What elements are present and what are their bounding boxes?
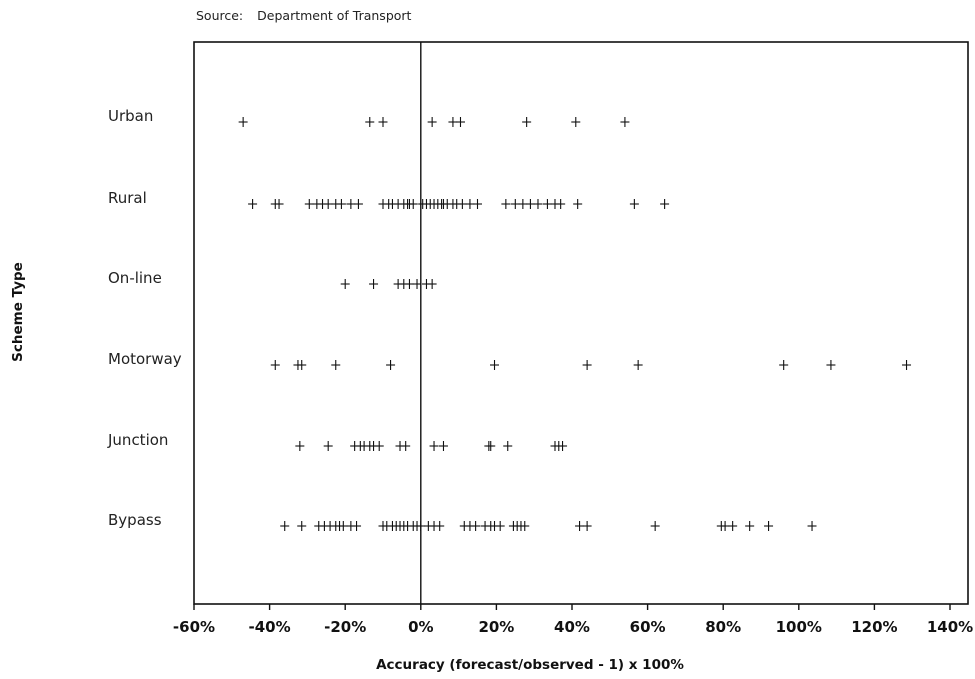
x-tick-label: 0% — [408, 618, 433, 636]
x-tick-label: 60% — [630, 618, 666, 636]
data-point-plus — [720, 521, 730, 531]
data-point-plus — [408, 199, 418, 209]
data-point-plus — [457, 199, 467, 209]
x-tick-label: 100% — [776, 618, 822, 636]
category-label: Urban — [108, 107, 153, 125]
data-point-plus — [427, 279, 437, 289]
data-point-plus — [779, 360, 789, 370]
category-label: Junction — [107, 431, 168, 449]
data-points — [238, 117, 912, 531]
source-text: Department of Transport — [257, 8, 412, 23]
data-point-plus — [520, 521, 530, 531]
data-point-plus — [369, 279, 379, 289]
data-point-plus — [575, 521, 585, 531]
data-point-plus — [826, 360, 836, 370]
source-label: Source: — [196, 8, 244, 23]
data-point-plus — [352, 521, 362, 531]
x-axis-ticks: -60% -40% -20% 0% 20% 40% 60% 80% 100% 120% 140% — [173, 604, 973, 636]
data-point-plus — [378, 117, 388, 127]
data-point-plus — [522, 117, 532, 127]
data-point-plus — [295, 441, 305, 451]
data-point-plus — [473, 199, 482, 209]
data-point-plus — [542, 199, 552, 209]
data-point-plus — [331, 360, 341, 370]
data-point-plus — [556, 199, 566, 209]
data-point-plus — [270, 360, 280, 370]
x-tick-label: 140% — [927, 618, 973, 636]
x-tick-label: -20% — [324, 618, 366, 636]
y-axis-title: Scheme Type — [10, 262, 26, 362]
data-point-plus — [745, 521, 755, 531]
data-point-plus — [582, 521, 592, 531]
data-point-plus — [248, 199, 258, 209]
x-axis-title: Accuracy (forecast/observed - 1) x 100% — [376, 657, 684, 673]
x-tick-label: 80% — [705, 618, 741, 636]
data-point-plus — [728, 521, 738, 531]
data-point-plus — [401, 441, 411, 451]
data-point-plus — [338, 521, 348, 531]
data-point-plus — [525, 199, 535, 209]
data-point-plus — [650, 521, 660, 531]
y-axis-category-labels: Urban Rural On-line Motorway Junction Bypass — [107, 107, 182, 529]
data-point-plus — [495, 521, 505, 531]
x-tick-label: 20% — [478, 618, 514, 636]
category-label: On-line — [108, 269, 162, 287]
data-point-plus — [629, 199, 639, 209]
data-point-plus — [518, 199, 528, 209]
category-label: Rural — [108, 189, 147, 207]
x-tick-label: 120% — [851, 618, 897, 636]
data-point-plus — [386, 360, 396, 370]
data-point-plus — [558, 441, 568, 451]
data-point-plus — [764, 521, 774, 531]
data-point-plus — [340, 279, 350, 289]
data-point-plus — [297, 521, 307, 531]
data-point-plus — [582, 360, 592, 370]
data-point-plus — [807, 521, 817, 531]
data-point-plus — [620, 117, 630, 127]
data-point-plus — [238, 117, 248, 127]
data-point-plus — [660, 199, 670, 209]
data-point-plus — [427, 117, 437, 127]
data-point-plus — [490, 360, 500, 370]
data-point-plus — [471, 521, 481, 531]
data-point-plus — [323, 199, 333, 209]
data-point-plus — [280, 521, 290, 531]
data-point-plus — [274, 199, 284, 209]
data-point-plus — [323, 441, 333, 451]
data-point-plus — [416, 521, 426, 531]
data-point-plus — [573, 199, 583, 209]
data-point-plus — [533, 199, 543, 209]
data-point-plus — [353, 199, 363, 209]
x-tick-label: 40% — [554, 618, 590, 636]
data-point-plus — [455, 117, 465, 127]
data-point-plus — [346, 199, 356, 209]
source-note: Source: Department of Transport — [196, 8, 411, 23]
data-point-plus — [412, 279, 422, 289]
data-point-plus — [486, 441, 496, 451]
data-point-plus — [633, 360, 643, 370]
data-point-plus — [902, 360, 912, 370]
data-point-plus — [365, 117, 375, 127]
x-tick-label: -60% — [173, 618, 215, 636]
data-point-plus — [510, 199, 520, 209]
category-label: Bypass — [108, 511, 162, 529]
data-point-plus — [336, 199, 346, 209]
data-point-plus — [374, 441, 384, 451]
data-point-plus — [297, 360, 307, 370]
plot-frame — [193, 41, 969, 605]
data-point-plus — [429, 441, 439, 451]
data-point-plus — [448, 117, 458, 127]
data-point-plus — [503, 441, 513, 451]
category-label: Motorway — [108, 350, 182, 368]
data-point-plus — [304, 199, 314, 209]
data-point-plus — [435, 521, 445, 531]
data-point-plus — [571, 117, 581, 127]
x-tick-label: -40% — [249, 618, 291, 636]
data-point-plus — [438, 441, 448, 451]
data-point-plus — [501, 199, 511, 209]
data-point-plus — [465, 199, 475, 209]
data-point-plus — [404, 279, 414, 289]
